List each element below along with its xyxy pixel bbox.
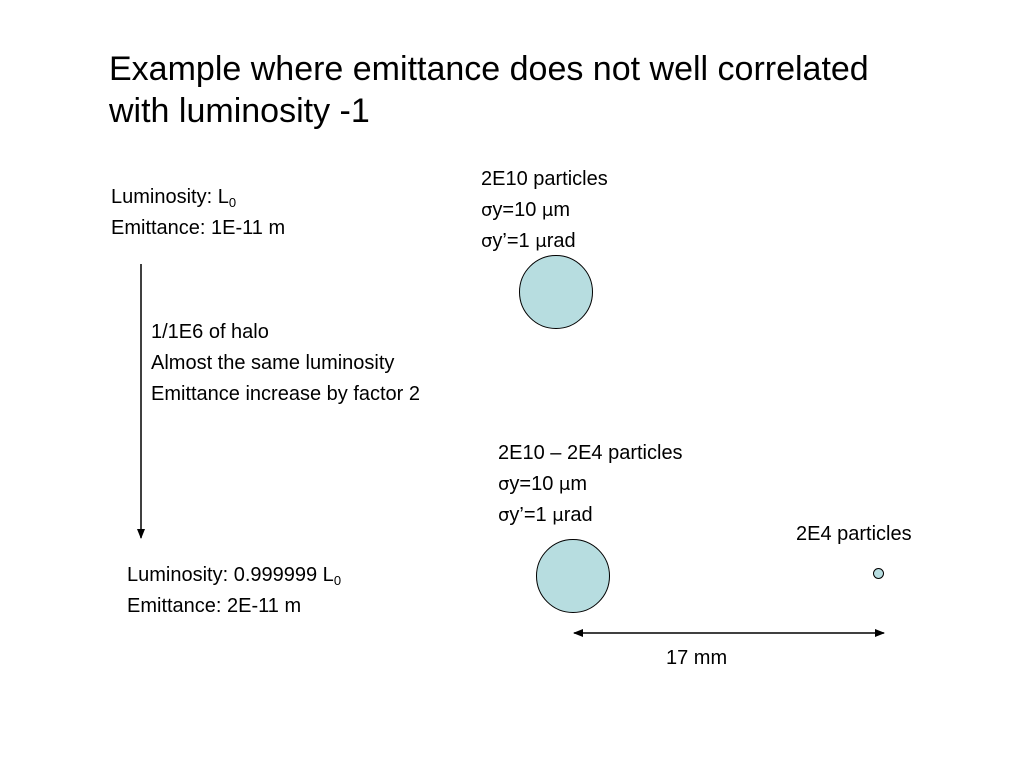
bottom-luminosity: Luminosity: 0.999999 L0 [127, 564, 342, 588]
beam-core-circle-bottom [536, 539, 610, 613]
halo-note-2: Almost the same luminosity [151, 352, 395, 374]
distance-label: 17 mm [666, 647, 728, 669]
beam-bottom-sigma-y: σy=10 μm [498, 473, 588, 495]
beam-top-sigma-y: σy=10 μm [481, 199, 571, 221]
halo-particle-circle [873, 568, 884, 579]
halo-particles-label: 2E4 particles [796, 523, 912, 545]
beam-bottom-particles: 2E10 – 2E4 particles [498, 442, 683, 464]
top-emittance: Emittance: 1E-11 m [111, 217, 286, 239]
bottom-state-text: Luminosity: 0.999999 L0 Emittance: 2E-11… [127, 560, 341, 622]
bottom-emittance: Emittance: 2E-11 m [127, 595, 302, 617]
beam-top-info: 2E10 particles σy=10 μm σy’=1 μrad [481, 164, 608, 257]
beam-bottom-info: 2E10 – 2E4 particles σy=10 μm σy’=1 μrad [498, 438, 683, 531]
beam-top-particles: 2E10 particles [481, 168, 608, 190]
beam-bottom-sigma-yprime: σy’=1 μrad [498, 504, 593, 526]
top-state-text: Luminosity: L0 Emittance: 1E-11 m [111, 182, 285, 244]
halo-notes: 1/1E6 of halo Almost the same luminosity… [151, 317, 420, 410]
halo-note-1: 1/1E6 of halo [151, 321, 269, 343]
beam-top-sigma-yprime: σy’=1 μrad [481, 230, 576, 252]
halo-note-3: Emittance increase by factor 2 [151, 383, 421, 405]
top-luminosity: Luminosity: L0 [111, 186, 237, 210]
slide-title: Example where emittance does not well co… [109, 50, 869, 130]
beam-core-circle-top [519, 255, 593, 329]
